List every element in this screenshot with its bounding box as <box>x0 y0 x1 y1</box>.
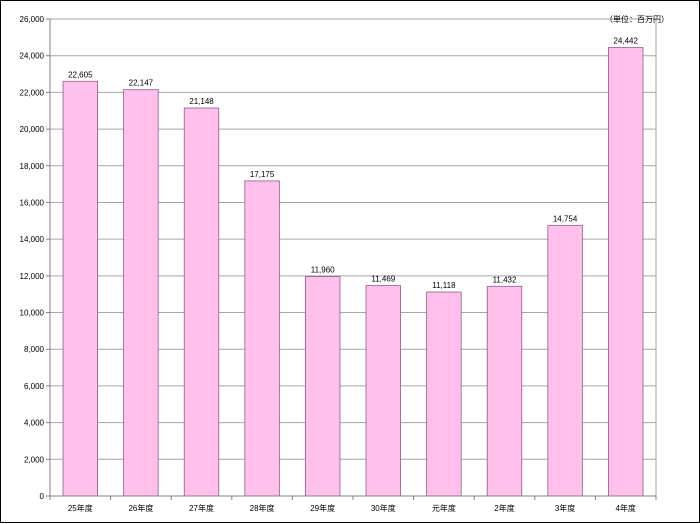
bar <box>426 291 462 497</box>
y-tick-label: 20,000 <box>20 125 45 134</box>
y-tick-label: 2,000 <box>24 455 45 464</box>
data-label: 11,469 <box>371 275 395 284</box>
y-tick-label: 8,000 <box>24 345 45 354</box>
y-tick-label: 16,000 <box>20 198 45 207</box>
x-tick-label: 2年度 <box>494 503 514 513</box>
bar <box>244 180 280 497</box>
bar <box>62 80 98 497</box>
y-tick-label: 14,000 <box>20 235 45 244</box>
unit-label: （単位：百万円） <box>605 14 669 24</box>
data-label: 24,442 <box>613 37 638 46</box>
x-tick-label: 26年度 <box>128 503 153 513</box>
data-labels: 22,605 22,147 21,148 17,175 11,960 11,469 11,1… <box>68 37 638 290</box>
y-tick-label: 12,000 <box>20 272 45 281</box>
x-tick-label: 27年度 <box>189 503 214 513</box>
bar <box>486 285 523 497</box>
y-tick-label: 26,000 <box>20 15 45 24</box>
bar <box>183 107 220 497</box>
x-tick-label: 3年度 <box>555 503 575 513</box>
data-label: 11,960 <box>311 266 335 275</box>
x-tick-label: 30年度 <box>371 503 396 513</box>
x-tick-label: 29年度 <box>310 503 335 513</box>
bar <box>547 224 583 497</box>
y-tick-label: 18,000 <box>20 162 45 171</box>
x-tick-label: 元年度 <box>432 503 456 513</box>
y-tick-label: 0 <box>40 492 45 501</box>
bar <box>123 89 159 497</box>
y-tick-label: 22,000 <box>20 88 45 97</box>
y-tick-label: 4,000 <box>24 419 45 428</box>
data-label: 21,148 <box>189 97 214 106</box>
x-tick-label: 4年度 <box>615 503 635 513</box>
bars <box>62 47 644 497</box>
y-tick-label: 24,000 <box>20 52 45 61</box>
y-tick-label: 6,000 <box>24 382 45 391</box>
data-label: 11,118 <box>432 281 456 290</box>
x-tick-label: 28年度 <box>250 503 275 513</box>
data-label: 22,605 <box>68 70 93 79</box>
data-label: 17,175 <box>250 170 275 179</box>
x-tick-label: 25年度 <box>68 503 93 513</box>
y-tick-labels: 0 2,000 4,000 6,000 8,000 10,000 12,000 14,000 1… <box>20 15 45 501</box>
y-tick-label: 10,000 <box>20 309 45 318</box>
bar <box>608 47 644 497</box>
axes <box>46 18 657 500</box>
x-tick-labels: 25年度 26年度 27年度 28年度 29年度 30年度 元年度 2年度 3年度 4年度 <box>68 503 636 513</box>
data-label: 11,432 <box>493 275 517 284</box>
bar <box>365 285 401 497</box>
data-label: 14,754 <box>553 214 578 223</box>
data-label: 22,147 <box>129 79 154 88</box>
bar <box>305 276 341 497</box>
